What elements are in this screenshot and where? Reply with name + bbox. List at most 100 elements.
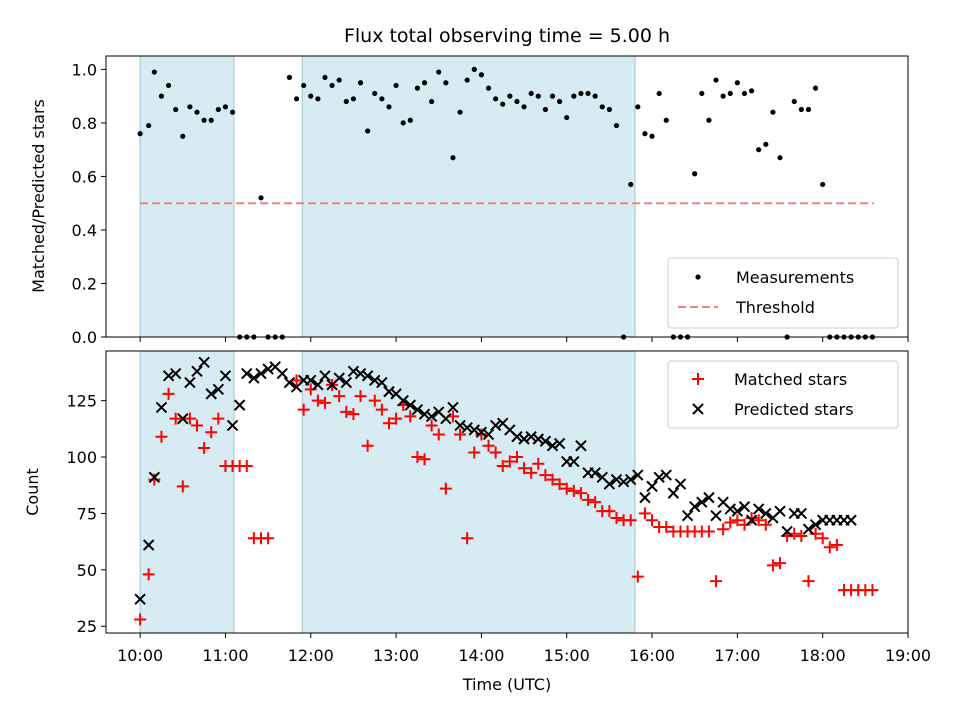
predicted-stars-point — [653, 471, 665, 484]
observing-window-1 — [139, 350, 235, 634]
matched-stars-point — [702, 525, 715, 538]
matched-stars-point — [404, 410, 417, 423]
measurement-point — [421, 80, 428, 86]
predicted-stars-point — [319, 370, 331, 382]
matched-stars-point — [546, 473, 559, 486]
matched-stars-point — [347, 408, 360, 421]
matched-stars-point — [212, 412, 225, 425]
predicted-stars-point — [404, 399, 417, 411]
predicted-stars-point — [660, 469, 672, 481]
matched-stars-point — [183, 412, 196, 425]
predicted-stars-point — [226, 419, 239, 432]
predicted-stars-point — [760, 507, 772, 520]
top-legend-box — [667, 257, 899, 329]
matched-stars-point — [496, 460, 509, 473]
measurement-point — [805, 106, 812, 113]
matched-stars-point — [418, 453, 431, 466]
measurement-point — [706, 117, 712, 123]
predicted-stars-point — [724, 503, 736, 515]
measurement-point — [201, 117, 207, 123]
predicted-stars-point — [440, 412, 452, 425]
matched-stars-point — [375, 403, 388, 416]
measurement-point — [187, 104, 193, 110]
predicted-stars-point — [169, 367, 182, 380]
xtick-label: 19:00 — [885, 646, 931, 665]
predicted-stars-point — [802, 523, 815, 535]
measurement-point — [215, 106, 221, 113]
measurement-point — [592, 93, 598, 99]
predicted-stars-point — [369, 374, 381, 387]
predicted-stars-point — [525, 431, 537, 443]
top-ytick-label: 0.8 — [72, 114, 97, 133]
predicted-stars-point — [696, 496, 708, 508]
matched-stars-point — [567, 484, 580, 497]
predicted-stars-point — [454, 419, 466, 432]
predicted-stars-point — [468, 424, 481, 436]
predicted-stars-point — [646, 480, 658, 493]
bottom-ytick-label: 125 — [66, 392, 97, 411]
measurement-point — [557, 98, 563, 105]
measurement-point — [777, 155, 783, 161]
predicted-stars-point — [809, 519, 822, 531]
measurement-point — [301, 82, 307, 89]
measurement-point — [564, 114, 570, 121]
measurement-point — [457, 109, 463, 115]
measurement-point — [258, 195, 264, 201]
predicted-stars-point — [845, 514, 857, 526]
observing-window-2 — [301, 55, 636, 338]
predicted-stars-point — [461, 421, 473, 434]
matched-stars-point — [717, 523, 730, 536]
measurement-point — [393, 82, 399, 89]
predicted-stars-point — [475, 426, 488, 438]
predicted-stars-point — [162, 370, 175, 382]
bottom-y-axis-label: Count — [23, 468, 42, 516]
measurement-point — [507, 93, 513, 99]
matched-stars-point — [802, 575, 815, 588]
predicted-stars-point — [539, 435, 552, 447]
legend-measurements-marker — [695, 274, 701, 280]
predicted-stars-point — [411, 403, 424, 416]
matched-stars-point — [454, 428, 467, 441]
matched-stars-point — [660, 520, 673, 533]
measurement-point — [542, 106, 548, 113]
predicted-stars-point — [425, 410, 438, 423]
matched-stars-point — [390, 412, 403, 425]
predicted-stars-point — [482, 428, 495, 441]
xtick-label: 17:00 — [714, 646, 760, 665]
measurement-point — [429, 98, 435, 105]
legend-predicted-label: Predicted stars — [734, 400, 854, 419]
xtick-label: 15:00 — [544, 646, 590, 665]
measurement-point — [528, 90, 534, 97]
legend-threshold-label: Threshold — [735, 298, 815, 317]
measurement-point — [471, 66, 477, 72]
measurement-point — [692, 171, 698, 177]
measurement-point — [635, 104, 641, 110]
measurement-point — [699, 90, 705, 97]
measurement-point — [357, 80, 364, 86]
measurement-point — [756, 147, 762, 153]
predicted-stars-point — [233, 399, 246, 411]
measurement-point — [443, 80, 449, 86]
matched-stars-point — [830, 539, 843, 552]
predicted-stars-point — [283, 376, 296, 389]
matched-stars-point — [795, 529, 808, 542]
matched-stars-point — [774, 557, 787, 570]
measurement-point — [146, 122, 152, 129]
measurement-point — [414, 85, 421, 91]
matched-stars-point — [503, 455, 516, 468]
measurement-point — [734, 80, 740, 86]
matched-stars-point — [191, 419, 204, 432]
bottom-ytick-label: 100 — [66, 448, 97, 467]
matched-stars-point — [169, 412, 182, 425]
measurement-point — [613, 122, 620, 129]
measurement-point — [229, 109, 236, 115]
matched-stars-point — [148, 473, 161, 486]
predicted-stars-point — [489, 419, 502, 432]
measurement-point — [194, 109, 200, 115]
matched-stars-point — [262, 532, 275, 545]
predicted-stars-point — [184, 376, 196, 389]
measurement-point — [322, 74, 328, 81]
predicted-stars-point — [688, 500, 701, 513]
predicted-stars-point — [575, 440, 587, 452]
